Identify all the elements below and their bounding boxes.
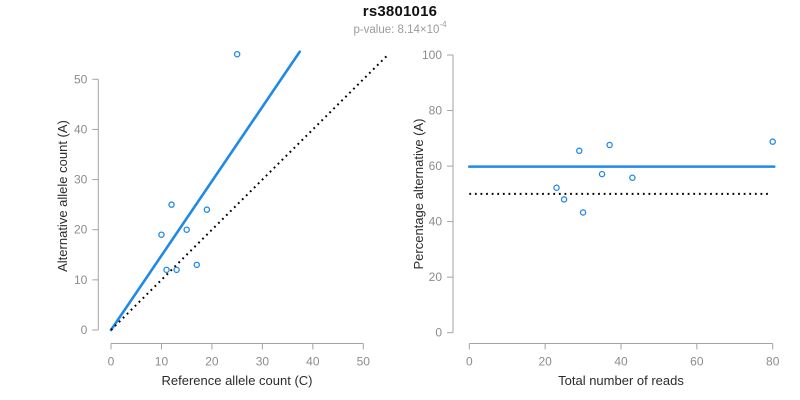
left-data-point [158,231,165,238]
left-data-point [193,261,201,269]
left-y-axis-title: Alternative allele count (A) [55,120,70,272]
left-data-point [183,226,190,233]
left-x-axis-title: Reference allele count (C) [161,373,312,388]
right-y-tick-label: 80 [429,104,443,118]
right-data-point [769,138,776,145]
left-x-tick-label: 50 [357,355,371,369]
right-x-tick-label: 60 [690,355,704,369]
right-x-tick-label: 0 [466,355,473,369]
left-data-point [163,266,170,274]
figure-subtitle: p-value: 8.14×10-4 [0,20,800,36]
left-y-tick-label: 40 [74,122,88,136]
right-x-tick-label: 20 [538,355,552,369]
right-y-tick-label: 100 [422,48,442,62]
right-y-axis-title: Percentage alternative (A) [411,118,426,269]
right-data-point [606,141,613,149]
right-x-tick-label: 80 [766,355,780,369]
left-x-tick-label: 40 [306,355,320,369]
right-x-axis-title: Total number of reads [558,373,684,388]
left-x-tick-label: 0 [108,355,115,369]
left-identity-line [110,54,389,331]
left-y-tick-label: 10 [74,273,88,287]
figure-title: rs3801016 [362,3,438,20]
right-data-point [576,147,583,155]
left-data-point [203,206,211,213]
right-data-point [560,196,568,203]
left-y-tick-label: 20 [74,223,88,237]
left-y-tick-label: 30 [74,173,88,187]
left-data-point [173,266,180,274]
right-data-point [598,170,606,178]
left-fitted-line [109,50,302,332]
right-data-point [553,184,560,191]
left-x-tick-label: 30 [256,355,270,369]
right-x-tick-label: 40 [614,355,628,369]
left-x-tick-label: 10 [155,355,169,369]
pvalue-text: p-value: 8.14×10 [353,23,440,36]
left-y-tick-label: 50 [74,72,88,86]
right-data-point [629,174,636,181]
left-x-tick-label: 20 [205,355,219,369]
right-y-tick-label: 60 [429,159,443,173]
left-data-point [233,50,241,58]
right-y-tick-label: 40 [429,215,443,229]
right-y-tick-label: 0 [435,326,442,340]
pvalue-superscript: -4 [439,20,447,29]
right-y-tick-label: 20 [429,270,443,284]
right-data-point [579,209,587,216]
left-y-tick-label: 0 [81,323,88,337]
left-data-point [168,201,175,208]
